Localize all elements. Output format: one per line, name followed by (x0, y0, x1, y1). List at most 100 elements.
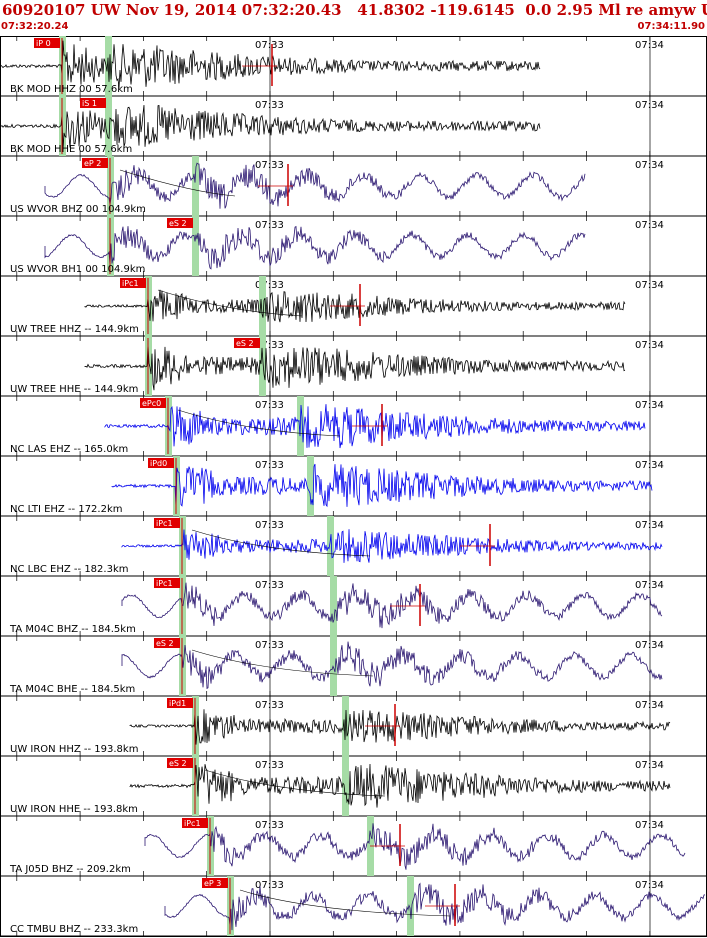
station-label: TA M04C BHE -- 184.5km (9, 684, 135, 695)
minute-tick-label: 07:33 (255, 760, 284, 771)
station-label: NC LTI EHZ -- 172.2km (10, 504, 123, 515)
pick-label-box[interactable] (182, 818, 208, 828)
pick-label: ePc0 (142, 399, 161, 408)
station-label: NC LBC EHZ -- 182.3km (10, 564, 128, 575)
waveform-trace (164, 882, 706, 931)
trace-panel[interactable]: 07:33 07:34 iPd0 NC LTI EHZ -- 172.2km (0, 456, 707, 517)
minute-tick-label: 07:34 (635, 160, 664, 171)
pick-label-box[interactable] (167, 218, 193, 228)
trace-panel[interactable]: 07:33 07:34 iS 1 BK MOD HHE 00 57.6km (0, 96, 707, 157)
minute-tick-label: 07:34 (635, 460, 664, 471)
event-header: 60920107 UW Nov 19, 2014 07:32:20.43 41.… (0, 0, 707, 36)
minute-tick-label: 07:34 (635, 700, 664, 711)
trace-panel[interactable]: 07:33 07:34 iPc1 TA M04C BHZ -- 184.5km (0, 576, 707, 637)
pick-label-box[interactable] (154, 518, 180, 528)
station-label: TA J05D BHZ -- 209.2km (9, 864, 131, 875)
trace-panel[interactable]: 07:33 07:34 eP 3 CC TMBU BHZ -- 233.3km (0, 876, 707, 937)
minute-tick-label: 07:33 (255, 340, 284, 351)
travel-time-curve (177, 409, 341, 437)
station-label: CC TMBU BHZ -- 233.3km (10, 924, 138, 935)
pick-label-box[interactable] (234, 338, 260, 348)
event-title: 60920107 UW Nov 19, 2014 07:32:20.43 41.… (2, 1, 707, 19)
pick-label-box[interactable] (148, 458, 174, 468)
travel-time-curve (119, 169, 236, 197)
pick-label-box[interactable] (120, 278, 146, 288)
s-pick-window (330, 576, 337, 636)
minute-tick-label: 07:34 (635, 820, 664, 831)
travel-time-curve (157, 289, 303, 317)
trace-panel[interactable]: 07:33 07:34 eP 2 US WVOR BHZ 00 104.9km (0, 156, 707, 217)
s-pick-window (407, 876, 414, 936)
pick-label-box[interactable] (202, 878, 228, 888)
pick-label-box[interactable] (80, 98, 106, 108)
minute-tick-label: 07:33 (255, 700, 284, 711)
pick-label: eP 3 (204, 879, 221, 888)
pick-label: iPc1 (184, 819, 201, 828)
minute-tick-label: 07:33 (255, 220, 284, 231)
trace-panel[interactable]: 07:33 07:34 iPc1 TA J05D BHZ -- 209.2km (0, 816, 707, 877)
pick-label-box[interactable] (167, 758, 193, 768)
waveform-trace (144, 823, 686, 870)
pick-label: eS 2 (169, 759, 187, 768)
pick-label: iS 1 (82, 99, 97, 108)
minute-tick-label: 07:34 (635, 340, 664, 351)
waveform-trace (121, 641, 663, 690)
waveform-trace (121, 582, 663, 629)
travel-time-curve (204, 769, 386, 797)
waveform-trace (129, 709, 671, 745)
minute-tick-label: 07:33 (255, 580, 284, 591)
travel-time-curve (191, 649, 374, 677)
minute-tick-label: 07:34 (635, 400, 664, 411)
pick-label: eS 2 (169, 219, 187, 228)
station-label: BK MOD HHE 00 57.6km (10, 144, 132, 155)
pick-label-box[interactable] (154, 578, 180, 588)
trace-panel[interactable]: 07:33 07:34 iPc1 UW TREE HHZ -- 144.9km (0, 276, 707, 337)
pick-label-box[interactable] (154, 638, 180, 648)
minute-tick-label: 07:34 (635, 760, 664, 771)
pick-label-box[interactable] (140, 398, 166, 408)
waveform-trace (84, 289, 626, 323)
pick-label-box[interactable] (34, 38, 60, 48)
minute-tick-label: 07:33 (255, 400, 284, 411)
station-label: US WVOR BHZ 00 104.9km (10, 204, 146, 215)
trace-panel[interactable]: 07:33 07:34 eS 2 UW IRON HHE -- 193.8km (0, 756, 707, 817)
window-start-time: 07:32:20.24 (1, 21, 69, 32)
s-pick-window (192, 216, 199, 276)
minute-tick-label: 07:34 (635, 580, 664, 591)
minute-tick-label: 07:34 (635, 880, 664, 891)
pick-label: iPc1 (156, 579, 173, 588)
trace-panel[interactable]: 07:33 07:34 eS 2 US WVOR BH1 00 104.9km (0, 216, 707, 277)
minute-tick-label: 07:33 (255, 880, 284, 891)
station-label: UW IRON HHZ -- 193.8km (10, 744, 138, 755)
minute-tick-label: 07:33 (255, 160, 284, 171)
waveform-trace (0, 105, 541, 150)
trace-panel[interactable]: 07:33 07:34 iPd1 UW IRON HHZ -- 193.8km (0, 696, 707, 757)
station-label: UW TREE HHZ -- 144.9km (10, 324, 139, 335)
travel-time-curve (239, 889, 451, 917)
trace-panel[interactable]: 07:33 07:34 iP 0 BK MOD HHZ 00 57.6km (0, 36, 707, 97)
trace-panel[interactable]: 07:33 07:34 eS 2 UW TREE HHE -- 144.9km (0, 336, 707, 397)
pick-label: iPd1 (169, 699, 186, 708)
trace-panel[interactable]: 07:33 07:34 iPc1 NC LBC EHZ -- 182.3km (0, 516, 707, 577)
pick-label: eP 2 (84, 159, 101, 168)
s-pick-window (307, 456, 314, 516)
pick-label-box[interactable] (82, 158, 108, 168)
waveform-trace (44, 225, 586, 270)
waveform-trace (129, 763, 671, 808)
pick-label-box[interactable] (167, 698, 193, 708)
pick-label: eS 2 (156, 639, 174, 648)
station-label: UW IRON HHE -- 193.8km (10, 804, 138, 815)
pick-label: iPc1 (156, 519, 173, 528)
trace-panel[interactable]: 07:33 07:34 ePc0 NC LAS EHZ -- 165.0km (0, 396, 707, 457)
minute-tick-label: 07:34 (635, 280, 664, 291)
waveform-trace (84, 344, 626, 391)
minute-tick-label: 07:33 (255, 820, 284, 831)
s-pick-window (327, 516, 334, 576)
minute-tick-label: 07:33 (255, 520, 284, 531)
trace-panel[interactable]: 07:33 07:34 eS 2 TA M04C BHE -- 184.5km (0, 636, 707, 697)
waveform-trace (111, 463, 653, 508)
minute-tick-label: 07:34 (635, 40, 664, 51)
travel-time-curve (191, 529, 371, 557)
waveform-trace (44, 162, 586, 209)
